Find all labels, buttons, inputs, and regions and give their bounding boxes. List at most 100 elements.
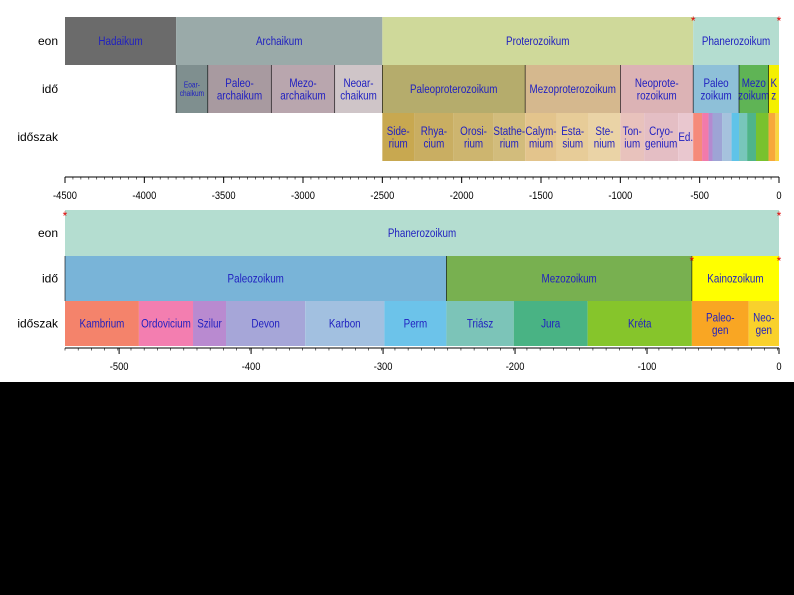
top-phanerozoic-period-strip	[747, 113, 756, 161]
top-eon-hadaikum	[65, 17, 177, 65]
top-eon-proterozoikum-label-line: Proterozoikum	[506, 35, 569, 48]
row-label-eon: eon	[38, 34, 58, 48]
top-eon-archaikum	[176, 17, 383, 65]
bottom-idoszak-perm-label-line: Perm	[404, 318, 428, 331]
bottom-eon-boundary-marker: *	[777, 209, 782, 223]
top-ido-paleoproterozoikum	[382, 65, 526, 113]
bottom-idoszak-jura-label: Jura	[541, 318, 561, 331]
bottom-eon-phanerozoikum-label-line: Phanerozoikum	[388, 227, 456, 240]
top-idoszak-orosirium-label-line: Orosi-	[460, 125, 487, 138]
top-idoszak-tonium-label: Ton-ium	[623, 125, 642, 151]
bottom-axis-tick-label: -100	[638, 361, 657, 373]
bottom-idoszak-ordovicium-label-line: Ordovicium	[141, 318, 191, 331]
row-label-idoszak: időszak	[17, 130, 59, 144]
top-axis-tick-label: -2000	[450, 190, 474, 202]
bottom-idoszak-triasz-label: Triász	[467, 318, 493, 331]
bottom-idoszak-neogen-label: Neo-gen	[753, 312, 775, 338]
top-ido-paleoproterozoikum-label: Paleoproterozoikum	[410, 83, 497, 96]
top-eon-archaikum-label-line: Archaikum	[256, 35, 302, 48]
bottom-idoszak-perm	[384, 301, 447, 346]
top-eon-proterozoikum-label: Proterozoikum	[506, 35, 569, 48]
top-ido-kainozoikum	[768, 65, 779, 113]
top-axis-tick-label: -1000	[608, 190, 632, 202]
bottom-idoszak-neogen-label-line: Neo-	[753, 312, 775, 325]
top-phanerozoic-period-strip	[722, 113, 732, 161]
top-ido-mezozoikum-label-line: zoikum	[738, 90, 769, 103]
top-idoszak-stenium-label-line: Ste-	[595, 125, 613, 138]
top-phanerozoic-period-strip	[702, 113, 709, 161]
top-idoszak-ectasium-label-line: Esta-	[561, 125, 584, 138]
bottom-idoszak-kreta	[587, 301, 692, 346]
bottom-ido-mezozoikum-label-line: Mezozoikum	[542, 273, 597, 286]
top-idoszak-ectasium-label: Esta-sium	[561, 125, 584, 151]
bottom-idoszak-ordovicium	[138, 301, 194, 346]
bottom-idoszak-paleogen	[691, 301, 749, 346]
top-axis-tick-label: 0	[776, 190, 781, 202]
top-axis-tick-label: -2500	[370, 190, 394, 202]
top-phanerozoic-period-strip	[768, 113, 776, 161]
top-ido-paleoproterozoikum-label-line: Paleoproterozoikum	[410, 83, 497, 96]
bottom-axis-tick-label: -500	[110, 361, 129, 373]
top-ido-kainozoikum-label: Kz	[770, 77, 777, 103]
bottom-ido-boundary-marker: *	[777, 254, 782, 268]
bottom-eon-phanerozoikum-label: Phanerozoikum	[388, 227, 456, 240]
top-axis-tick-label: -500	[690, 190, 709, 202]
bottom-ido-kainozoikum	[691, 256, 779, 301]
geologic-timescale: eon Hadaikum Archaikum Proterozoikum Phanero…	[0, 0, 794, 382]
bottom-ido-paleozoikum	[65, 256, 447, 301]
row-label-ido: idő	[42, 272, 58, 286]
top-idoszak-ediacarium-label: Ed.	[678, 131, 693, 144]
bottom-ido-boundary-marker: *	[690, 254, 695, 268]
bottom-axis-tick-label: -300	[374, 361, 393, 373]
bottom-idoszak-paleogen-label-line: gen	[712, 324, 728, 337]
top-idoszak-cryogenium-label: Cryo-genium	[645, 125, 677, 151]
bottom-idoszak-kambrium-label-line: Kambrium	[80, 318, 125, 331]
top-ido-mezoarchaikum-label-line: archaikum	[280, 90, 325, 103]
top-idoszak-cryogenium	[644, 113, 679, 161]
top-eon-phanerozoikum-label: Phanerozoikum	[702, 35, 770, 48]
top-idoszak-siderium	[382, 113, 415, 161]
top-idoszak-statherium-label-line: rium	[500, 138, 519, 151]
top-idoszak-tonium-label-line: Ton-	[623, 125, 642, 138]
row-label-ido: idő	[42, 82, 58, 96]
bottom-axis-tick-label: -200	[506, 361, 525, 373]
bottom-ido-paleozoikum-label: Paleozoikum	[228, 273, 284, 286]
top-ido-eoarchaikum	[176, 65, 208, 113]
top-idoszak-calymmium-label-line: mium	[529, 138, 553, 151]
bottom-idoszak-karbon-label: Karbon	[329, 318, 361, 331]
bottom-idoszak-triasz	[446, 301, 514, 346]
top-ido-neoproterozoikum-label-line: Neoprote-	[635, 77, 679, 90]
bottom-idoszak-ordovicium-label: Ordovicium	[141, 318, 191, 331]
top-idoszak-siderium-label-line: Side-	[387, 125, 410, 138]
top-eon-proterozoikum	[382, 17, 694, 65]
top-idoszak-calymmium-label: Calym-mium	[525, 125, 556, 151]
top-ido-paleozoikum	[693, 65, 740, 113]
top-idoszak-stenium	[588, 113, 621, 161]
bottom-axis-tick-label: 0	[776, 361, 781, 373]
top-ido-mezoarchaikum	[271, 65, 335, 113]
top-axis-tick-label: -3000	[291, 190, 315, 202]
bottom-ido-paleozoikum-label-line: Paleozoikum	[228, 273, 284, 286]
bottom-ido-kainozoikum-label-line: Kainozoikum	[707, 273, 763, 286]
top-phanerozoic-period-strip	[755, 113, 769, 161]
row-label-idoszak: időszak	[17, 317, 59, 331]
top-idoszak-ectasium	[556, 113, 589, 161]
top-idoszak-rhyacium-label: Rhya-cium	[421, 125, 448, 151]
top-idoszak-statherium-label-line: Stathe-	[493, 125, 525, 138]
top-idoszak-ediacarium-label-line: Ed.	[678, 131, 693, 144]
top-idoszak-orosirium-label-line: rium	[464, 138, 483, 151]
top-idoszak-orosirium-label: Orosi-rium	[460, 125, 487, 151]
bottom-idoszak-perm-label: Perm	[404, 318, 428, 331]
bottom-idoszak-jura	[513, 301, 588, 346]
bottom-idoszak-szilur-label: Szilur	[197, 318, 222, 331]
top-ido-kainozoikum-label-line: K	[770, 77, 777, 90]
top-idoszak-rhyacium-label-line: Rhya-	[421, 125, 448, 138]
top-idoszak-siderium-label: Side-rium	[387, 125, 410, 151]
top-axis-tick-label: -4500	[53, 190, 77, 202]
top-ido-mezozoikum	[739, 65, 769, 113]
top-idoszak-ectasium-label-line: sium	[562, 138, 583, 151]
top-ido-neoarchaikum-label-line: Neoar-	[343, 77, 373, 90]
top-ido-paleoarchaikum-label: Paleo-archaikum	[217, 77, 262, 103]
bottom-idoszak-devon-label: Devon	[251, 318, 279, 331]
bottom-ido-mezozoikum-label: Mezozoikum	[542, 273, 597, 286]
